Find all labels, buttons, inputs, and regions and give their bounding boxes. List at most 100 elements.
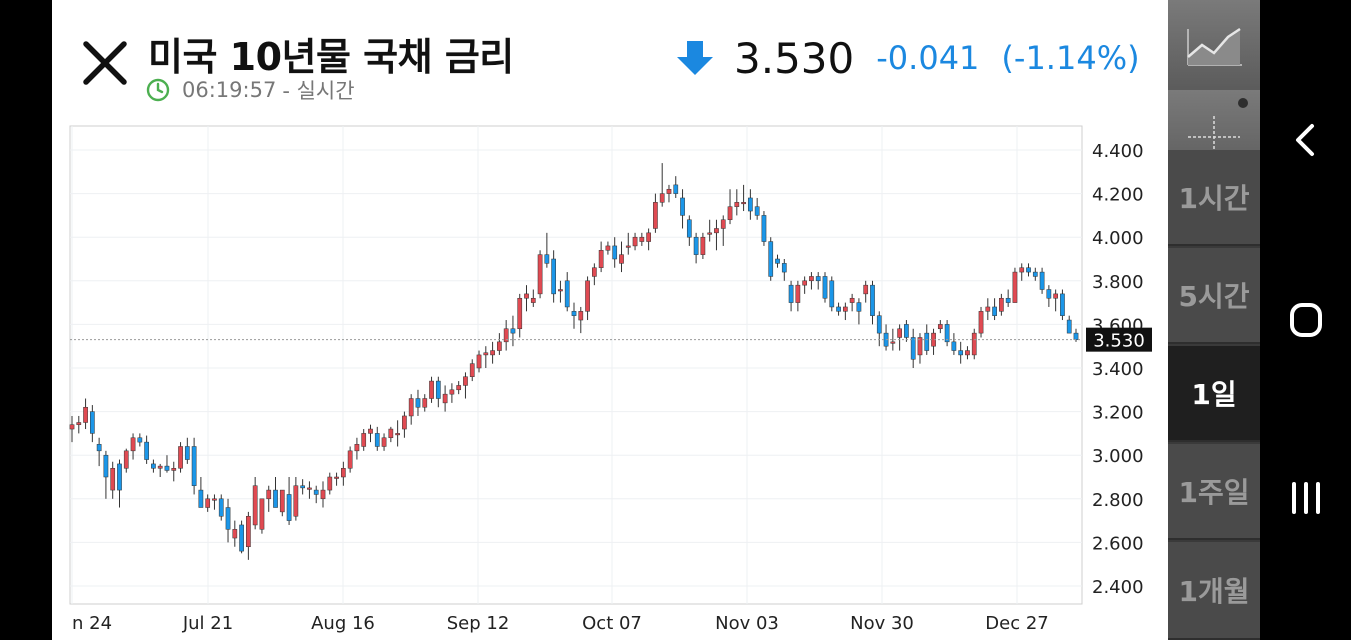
candle-body xyxy=(1066,319,1072,334)
candle-body xyxy=(659,193,665,203)
candle-body xyxy=(612,245,618,260)
period-label: 1주일 xyxy=(1178,476,1250,509)
candle-body xyxy=(551,258,557,295)
candle-body xyxy=(517,297,523,330)
time-value: 06:19:57 xyxy=(182,78,277,102)
candle-body xyxy=(937,324,943,330)
candle-body xyxy=(83,406,88,423)
y-tick-label: 3.800 xyxy=(1092,272,1144,293)
home-icon xyxy=(1290,303,1322,337)
period-label: 1개월 xyxy=(1178,575,1250,608)
candle-body xyxy=(252,485,258,526)
price-summary: 3.530 -0.041 (-1.14%) xyxy=(676,30,1140,86)
candle-body xyxy=(117,463,122,491)
candle-body xyxy=(924,332,930,351)
candle-body xyxy=(558,289,563,292)
candle-body xyxy=(748,197,753,212)
candle-body xyxy=(463,376,468,386)
candle-body xyxy=(307,487,312,490)
candle-body xyxy=(415,398,421,408)
candle-body xyxy=(171,468,177,471)
candle-body xyxy=(1005,297,1011,303)
candle-body xyxy=(632,236,638,247)
candle-body xyxy=(815,276,821,282)
candle-body xyxy=(741,202,746,205)
period-1d-button[interactable]: 1일 xyxy=(1168,346,1260,442)
candle-body xyxy=(313,489,319,495)
close-button[interactable] xyxy=(80,38,130,88)
candle-body xyxy=(449,389,455,395)
candle-body xyxy=(320,489,326,500)
chart-toolbar: 1시간 5시간 1일 1주일 1개월 xyxy=(1168,0,1260,640)
y-tick-label: 4.400 xyxy=(1092,141,1144,162)
candlestick-chart[interactable]: 4.4004.2004.0003.8003.6003.4003.2003.000… xyxy=(52,0,1168,640)
candle-body xyxy=(856,302,862,312)
candle-body xyxy=(184,446,190,460)
x-tick-label: Nov 03 xyxy=(715,613,779,634)
recents-button[interactable] xyxy=(1280,472,1332,524)
candle-body xyxy=(666,188,672,194)
candle-body xyxy=(381,437,387,447)
candle-body xyxy=(524,293,529,299)
indicator-dot xyxy=(1238,98,1248,108)
candle-body xyxy=(89,411,95,434)
candle-body xyxy=(123,450,129,469)
x-tick-label: Aug 16 xyxy=(311,613,375,634)
chart-type-button[interactable] xyxy=(1168,0,1260,96)
candle-body xyxy=(1053,293,1059,299)
candle-body xyxy=(951,341,957,351)
candle-body xyxy=(965,350,970,356)
candle-body xyxy=(978,311,984,334)
candle-body xyxy=(76,422,82,425)
y-tick-label: 3.000 xyxy=(1092,446,1144,467)
back-button[interactable] xyxy=(1280,114,1332,166)
page-title: 미국 10년물 국채 금리 xyxy=(148,35,514,79)
candle-body xyxy=(605,245,611,251)
candle-body xyxy=(591,267,597,277)
candle-body xyxy=(768,241,774,277)
candle-body xyxy=(1060,293,1065,316)
x-tick-label: n 24 xyxy=(72,613,112,634)
candle-body xyxy=(374,433,380,447)
candle-body xyxy=(402,415,407,430)
candle-body xyxy=(408,398,414,417)
candle-body xyxy=(619,254,624,264)
candle-body xyxy=(646,232,651,242)
candle-body xyxy=(944,324,950,343)
candle-body xyxy=(110,468,116,491)
candle-body xyxy=(239,524,244,552)
candle-body xyxy=(1026,267,1031,273)
home-button[interactable] xyxy=(1280,294,1332,346)
candle-body xyxy=(917,337,923,356)
candle-body xyxy=(1012,271,1018,303)
candle-body xyxy=(842,306,848,312)
candle-body xyxy=(700,236,706,255)
candle-body xyxy=(727,206,733,221)
candle-body xyxy=(1032,271,1038,277)
candle-body xyxy=(863,284,869,295)
candle-body xyxy=(809,276,814,282)
candle-body xyxy=(218,498,224,517)
candle-body xyxy=(598,250,604,268)
period-1m-button[interactable]: 1개월 xyxy=(1168,542,1260,640)
system-nav-bar xyxy=(1260,0,1351,640)
candle-body xyxy=(205,498,211,508)
candle-body xyxy=(178,446,183,469)
candle-body xyxy=(897,328,902,338)
candle-body xyxy=(802,280,808,286)
candle-body xyxy=(720,219,726,229)
x-tick-label: Jul 21 xyxy=(182,613,233,634)
candle-body xyxy=(266,489,272,500)
candle-body xyxy=(273,489,278,508)
candle-body xyxy=(673,184,679,194)
candle-body xyxy=(503,328,509,343)
candle-body xyxy=(327,476,333,491)
candle-body xyxy=(564,280,570,308)
period-5h-button[interactable]: 5시간 xyxy=(1168,248,1260,344)
period-1h-button[interactable]: 1시간 xyxy=(1168,150,1260,246)
y-tick-label: 2.800 xyxy=(1092,490,1144,511)
candle-body xyxy=(829,280,835,308)
candle-body xyxy=(714,228,719,234)
period-1w-button[interactable]: 1주일 xyxy=(1168,444,1260,540)
candle-body xyxy=(999,297,1004,312)
